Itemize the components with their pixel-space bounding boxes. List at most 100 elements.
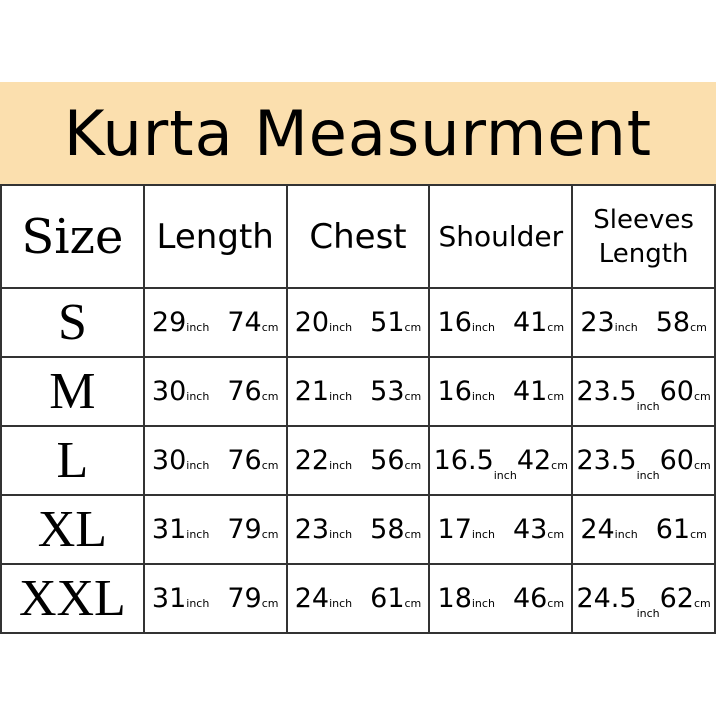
- table-row: XL 31inch 79cm 23inch 58cm 17inch 43cm 24inch 61…: [0, 494, 716, 565]
- cm-value: 42: [516, 445, 552, 476]
- table-row: M 30inch 76cm 21inch 53cm 16inch 41cm 23.5inch6…: [0, 356, 716, 427]
- inch-value: 16: [437, 307, 472, 338]
- cm-value: 76: [227, 376, 262, 407]
- header-row: Size Length Chest Shoulder Sleeves Lengt…: [0, 184, 716, 289]
- cm-unit: cm: [404, 597, 422, 610]
- inch-unit: inch: [329, 321, 353, 334]
- inch-unit: inch: [636, 607, 660, 620]
- cm-unit: cm: [404, 528, 422, 541]
- sleeves-cell: 23inch 58cm: [571, 287, 716, 358]
- cm-unit: cm: [547, 528, 565, 541]
- length-cell: 31inch 79cm: [142, 494, 288, 565]
- cm-value: 62: [659, 583, 694, 614]
- inch-value: 31: [151, 514, 187, 545]
- table-row: S 29inch 74cm 20inch 51cm 16inch 41cm 23inch 58c…: [0, 287, 716, 358]
- inch-unit: inch: [471, 597, 495, 610]
- cm-value: 53: [370, 376, 405, 407]
- cm-unit: cm: [261, 321, 279, 334]
- cm-value: 74: [227, 307, 262, 338]
- header-chest: Chest: [285, 184, 431, 289]
- header-length: Length: [142, 184, 288, 289]
- length-cell: 31inch 79cm: [142, 563, 288, 634]
- inch-unit: inch: [329, 390, 353, 403]
- inch-unit: inch: [186, 597, 210, 610]
- cm-value: 41: [512, 307, 548, 338]
- cm-unit: cm: [261, 390, 279, 403]
- length-cell: 30inch 76cm: [142, 425, 288, 496]
- inch-unit: inch: [636, 469, 660, 482]
- inch-unit: inch: [471, 528, 495, 541]
- inch-value: 20: [294, 307, 330, 338]
- cm-value: 60: [659, 445, 694, 476]
- inch-value: 23.5: [576, 445, 637, 476]
- cm-unit: cm: [690, 528, 707, 541]
- cm-value: 58: [655, 307, 691, 338]
- shoulder-cell: 16.5inch42cm: [428, 425, 574, 496]
- inch-unit: inch: [186, 321, 210, 334]
- header-shoulder: Shoulder: [428, 184, 574, 289]
- size-chart-table: Size Length Chest Shoulder Sleeves Lengt…: [0, 184, 716, 634]
- cm-unit: cm: [261, 528, 279, 541]
- cm-unit: cm: [693, 459, 711, 472]
- inch-value: 30: [151, 445, 187, 476]
- table-row: L 30inch 76cm 22inch 56cm 16.5inch42cm 23.5inc…: [0, 425, 716, 496]
- cm-value: 51: [370, 307, 405, 338]
- shoulder-cell: 16inch 41cm: [428, 287, 574, 358]
- sleeves-cell: 23.5inch60cm: [571, 356, 716, 427]
- size-cell: XXL: [0, 563, 145, 634]
- cm-unit: cm: [547, 321, 565, 334]
- shoulder-cell: 17inch 43cm: [428, 494, 574, 565]
- inch-value: 23: [294, 514, 330, 545]
- cm-unit: cm: [547, 597, 565, 610]
- size-cell: S: [0, 287, 145, 358]
- cm-unit: cm: [261, 597, 279, 610]
- inch-unit: inch: [614, 528, 638, 541]
- shoulder-cell: 16inch 41cm: [428, 356, 574, 427]
- inch-unit: inch: [329, 528, 353, 541]
- cm-value: 43: [512, 514, 548, 545]
- cm-unit: cm: [551, 459, 568, 472]
- inch-value: 31: [151, 583, 187, 614]
- cm-value: 60: [659, 376, 694, 407]
- chest-cell: 23inch 58cm: [285, 494, 431, 565]
- inch-value: 17: [437, 514, 472, 545]
- cm-unit: cm: [693, 390, 711, 403]
- cm-unit: cm: [404, 390, 422, 403]
- inch-unit: inch: [186, 528, 210, 541]
- inch-value: 21: [294, 376, 330, 407]
- cm-value: 76: [227, 445, 262, 476]
- cm-value: 46: [512, 583, 548, 614]
- inch-value: 30: [151, 376, 187, 407]
- inch-unit: inch: [493, 469, 517, 482]
- cm-unit: cm: [404, 459, 422, 472]
- table-row: XXL 31inch 79cm 24inch 61cm 18inch 46cm 24.5inc…: [0, 563, 716, 634]
- shoulder-cell: 18inch 46cm: [428, 563, 574, 634]
- chest-cell: 24inch 61cm: [285, 563, 431, 634]
- header-size: Size: [0, 184, 145, 289]
- inch-unit: inch: [614, 321, 638, 334]
- inch-value: 23: [580, 307, 615, 338]
- sleeves-cell: 24inch 61cm: [571, 494, 716, 565]
- inch-unit: inch: [471, 321, 495, 334]
- inch-value: 24: [580, 514, 615, 545]
- size-cell: M: [0, 356, 145, 427]
- inch-value: 24: [294, 583, 330, 614]
- inch-value: 22: [294, 445, 330, 476]
- inch-unit: inch: [329, 597, 353, 610]
- cm-value: 61: [370, 583, 405, 614]
- inch-value: 24.5: [576, 583, 637, 614]
- cm-value: 41: [512, 376, 548, 407]
- chest-cell: 21inch 53cm: [285, 356, 431, 427]
- inch-value: 16: [437, 376, 472, 407]
- cm-value: 61: [655, 514, 691, 545]
- inch-value: 23.5: [576, 376, 637, 407]
- inch-unit: inch: [186, 390, 210, 403]
- inch-unit: inch: [329, 459, 353, 472]
- size-cell: L: [0, 425, 145, 496]
- cm-value: 58: [370, 514, 405, 545]
- cm-unit: cm: [547, 390, 565, 403]
- cm-value: 79: [227, 514, 262, 545]
- inch-value: 16.5: [433, 445, 494, 476]
- cm-unit: cm: [693, 597, 711, 610]
- sleeves-cell: 23.5inch60cm: [571, 425, 716, 496]
